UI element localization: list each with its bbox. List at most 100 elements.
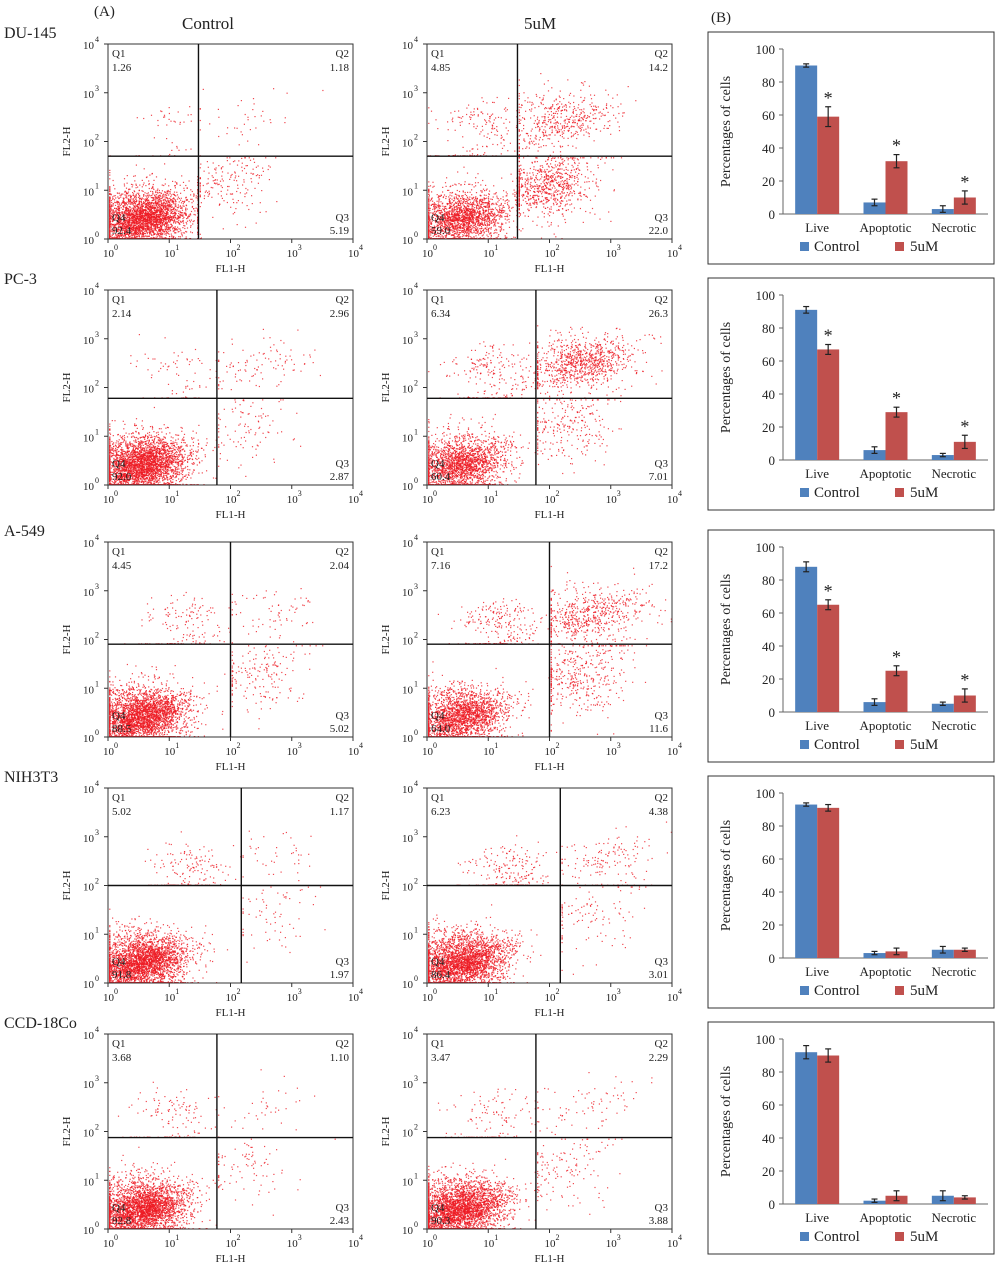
- x-tick-exponent: 2: [237, 1233, 241, 1242]
- x-tick-exponent: 1: [175, 741, 179, 750]
- y-tick-label: 10: [83, 186, 95, 198]
- y-tick-exponent: 0: [414, 230, 418, 239]
- legend-swatch-treated: [895, 740, 904, 749]
- y-tick-exponent: 1: [414, 925, 418, 934]
- y-tick-label: 10: [402, 335, 414, 347]
- legend-swatch-control: [800, 488, 809, 497]
- scatter-points-PC-3-Control: [109, 328, 321, 486]
- x-axis-label: FL1-H: [216, 509, 246, 521]
- y-tick-exponent: 3: [414, 828, 418, 837]
- bar-category-label: Live: [805, 964, 829, 979]
- x-tick-exponent: 4: [359, 1233, 363, 1242]
- y-tick-exponent: 0: [95, 476, 99, 485]
- bar-y-tick-label: 20: [762, 918, 775, 933]
- y-tick-label: 10: [83, 784, 95, 796]
- scatter-points-NIH3T3-Control: [109, 830, 326, 984]
- bar-y-tick-label: 40: [762, 1131, 775, 1146]
- y-tick-exponent: 0: [95, 1220, 99, 1229]
- x-tick-label: 10: [103, 1238, 115, 1250]
- quadrant-value-q4: 86.4: [431, 969, 451, 981]
- y-tick-label: 10: [402, 538, 414, 550]
- y-tick-exponent: 3: [95, 828, 99, 837]
- y-axis-label: FL2-H: [380, 372, 392, 402]
- quadrant-value-q1: 4.45: [112, 560, 132, 572]
- quadrant-name-q3: Q3: [336, 710, 350, 722]
- quadrant-value-q2: 2.29: [649, 1052, 669, 1064]
- x-tick-exponent: 0: [433, 987, 437, 996]
- y-tick-label: 10: [402, 684, 414, 696]
- y-tick-label: 10: [83, 733, 95, 745]
- y-tick-exponent: 2: [414, 379, 418, 388]
- column-header-control: Control: [182, 14, 234, 33]
- quadrant-name-q3: Q3: [655, 458, 669, 470]
- legend-swatch-treated: [895, 986, 904, 995]
- bar-y-tick-label: 60: [762, 852, 775, 867]
- bar-category-label: Live: [805, 718, 829, 733]
- row-a-549: A-549100100101101102102103103104104FL1-H…: [4, 523, 995, 773]
- y-tick-exponent: 0: [95, 728, 99, 737]
- y-tick-label: 10: [83, 1030, 95, 1042]
- y-tick-exponent: 2: [95, 631, 99, 640]
- x-tick-exponent: 2: [556, 243, 560, 252]
- x-tick-exponent: 0: [433, 1233, 437, 1242]
- y-tick-exponent: 4: [95, 1025, 99, 1034]
- y-tick-label: 10: [83, 481, 95, 493]
- bar-category-label: Necrotic: [931, 466, 976, 481]
- bar-category-label: Apoptotic: [860, 466, 912, 481]
- legend-swatch-treated: [895, 242, 904, 251]
- x-tick-label: 10: [103, 494, 115, 506]
- x-tick-label: 10: [226, 494, 238, 506]
- quadrant-value-q3: 11.6: [649, 723, 668, 735]
- x-tick-exponent: 4: [359, 489, 363, 498]
- y-tick-exponent: 3: [414, 1074, 418, 1083]
- x-axis-label: FL1-H: [535, 1253, 565, 1265]
- x-axis-label: FL1-H: [535, 509, 565, 521]
- y-tick-label: 10: [83, 882, 95, 894]
- bar-y-tick-label: 60: [762, 1098, 775, 1113]
- quadrant-name-q1: Q1: [112, 48, 125, 60]
- y-tick-exponent: 2: [95, 1123, 99, 1132]
- bar-category-label: Necrotic: [931, 718, 976, 733]
- quadrant-value-q2: 14.2: [649, 62, 668, 74]
- quadrant-value-q4: 88.5: [112, 723, 132, 735]
- quadrant-name-q1: Q1: [431, 546, 444, 558]
- quadrant-name-q1: Q1: [431, 792, 444, 804]
- x-tick-label: 10: [226, 248, 238, 260]
- x-tick-exponent: 0: [114, 489, 118, 498]
- x-tick-exponent: 3: [617, 489, 621, 498]
- x-tick-label: 10: [164, 992, 176, 1004]
- x-tick-exponent: 1: [175, 987, 179, 996]
- x-tick-label: 10: [287, 1238, 299, 1250]
- significance-star: *: [960, 172, 969, 192]
- y-tick-exponent: 2: [95, 379, 99, 388]
- y-tick-exponent: 1: [95, 181, 99, 190]
- y-tick-label: 10: [402, 784, 414, 796]
- y-tick-exponent: 0: [414, 476, 418, 485]
- y-tick-label: 10: [402, 138, 414, 150]
- x-tick-label: 10: [483, 494, 495, 506]
- legend-label-treated: 5uM: [910, 737, 938, 753]
- y-axis-label: FL2-H: [61, 870, 73, 900]
- y-tick-exponent: 3: [414, 84, 418, 93]
- y-tick-label: 10: [402, 481, 414, 493]
- quadrant-name-q3: Q3: [336, 956, 350, 968]
- y-tick-label: 10: [402, 1128, 414, 1140]
- quadrant-value-q1: 5.02: [112, 806, 131, 818]
- bar-y-axis-label: Percentages of cells: [719, 322, 734, 433]
- legend-swatch-treated: [895, 488, 904, 497]
- x-tick-label: 10: [422, 746, 434, 758]
- x-tick-label: 10: [103, 746, 115, 758]
- bar-apoptotic-5um: [885, 161, 908, 214]
- panel-label-a: (A): [94, 4, 115, 20]
- y-tick-exponent: 2: [414, 1123, 418, 1132]
- y-tick-label: 10: [83, 286, 95, 298]
- x-tick-label: 10: [287, 992, 299, 1004]
- row-ccd-18co: CCD-18Co100100101101102102103103104104FL…: [4, 1015, 995, 1265]
- bar-y-tick-label: 80: [762, 819, 775, 834]
- x-tick-label: 10: [545, 494, 557, 506]
- bar-live-control: [795, 65, 818, 214]
- quadrant-name-q2: Q2: [655, 1038, 668, 1050]
- cell-line-label: CCD-18Co: [4, 1015, 77, 1032]
- quadrant-value-q1: 6.23: [431, 806, 451, 818]
- bar-category-label: Live: [805, 1210, 829, 1225]
